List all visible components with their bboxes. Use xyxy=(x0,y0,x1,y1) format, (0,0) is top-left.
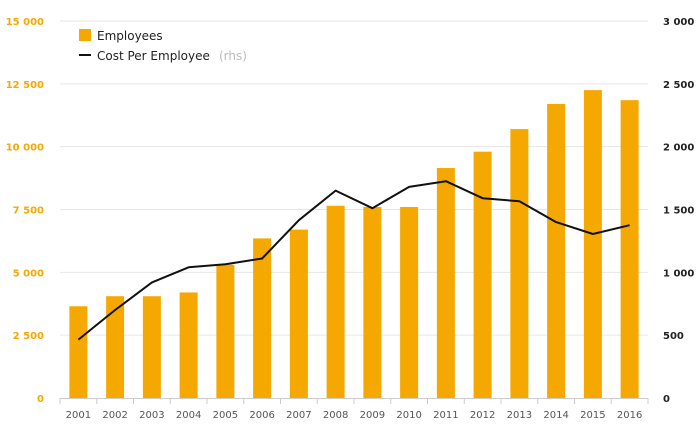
right-tick-label: 0 xyxy=(663,394,670,405)
right-tick-label: 3 000 xyxy=(663,17,694,28)
left-tick-label: 0 xyxy=(37,394,44,405)
x-tick-label: 2010 xyxy=(396,410,421,421)
line-cost-per-employee xyxy=(77,180,630,341)
bar-employees-2003 xyxy=(142,296,161,398)
right-tick-label: 1 500 xyxy=(663,206,694,217)
x-tick-label: 2013 xyxy=(507,410,532,421)
bar-employees-2012 xyxy=(473,151,492,398)
left-tick-label: 5 000 xyxy=(13,268,44,279)
x-axis: 2001 2002 2003 2004 2005 2006 2007 2008 2009 2010… xyxy=(59,398,649,421)
bar-employees-2009 xyxy=(363,206,382,398)
left-tick-label: 12 500 xyxy=(6,80,44,91)
bar-employees-2015 xyxy=(583,90,602,398)
x-tick-label: 2002 xyxy=(102,410,127,421)
bar-employees-2008 xyxy=(326,205,345,398)
x-tick-label: 2012 xyxy=(470,410,495,421)
bar-series-employees xyxy=(69,90,639,399)
bar-employees-2014 xyxy=(547,103,566,398)
x-tick-label: 2008 xyxy=(323,410,348,421)
left-tick-label: 7 500 xyxy=(13,206,44,217)
left-tick-label: 10 000 xyxy=(6,143,44,154)
x-tick-label: 2003 xyxy=(139,410,164,421)
x-tick-label: 2014 xyxy=(543,410,568,421)
x-tick-label: 2004 xyxy=(176,410,201,421)
bar-employees-2007 xyxy=(289,229,308,398)
line-series-cost-per-employee xyxy=(77,180,630,341)
legend-label-cost-per-employee: Cost Per Employee (rhs) xyxy=(97,45,247,64)
x-tick-label: 2011 xyxy=(433,410,458,421)
bar-employees-2006 xyxy=(253,238,272,398)
left-tick-label: 15 000 xyxy=(6,17,44,28)
legend: Employees Cost Per Employee (rhs) xyxy=(79,29,247,64)
bar-employees-2011 xyxy=(436,168,455,398)
bar-employees-2013 xyxy=(510,129,529,398)
x-tick-label: 2015 xyxy=(580,410,605,421)
right-tick-label: 500 xyxy=(663,331,684,342)
right-tick-label: 2 500 xyxy=(663,80,694,91)
bar-employees-2005 xyxy=(216,264,235,398)
x-tick-label: 2001 xyxy=(66,410,91,421)
bar-employees-2004 xyxy=(179,292,198,398)
x-tick-label: 2005 xyxy=(213,410,238,421)
bar-employees-2016 xyxy=(620,100,639,399)
right-y-axis: 0 500 1 000 1 500 2 000 2 500 3 000 xyxy=(663,17,694,405)
x-tick-label: 2007 xyxy=(286,410,311,421)
right-tick-label: 2 000 xyxy=(663,143,694,154)
legend-label-rhs-note: (rhs) xyxy=(219,49,247,63)
bar-employees-2002 xyxy=(106,296,125,398)
x-tick-label: 2006 xyxy=(249,410,274,421)
right-tick-label: 1 000 xyxy=(663,268,694,279)
bar-employees-2010 xyxy=(400,206,419,398)
legend-swatch-employees xyxy=(79,29,91,41)
left-tick-label: 2 500 xyxy=(13,331,44,342)
left-y-axis: 0 2 500 5 000 7 500 10 000 12 500 15 000 xyxy=(6,17,44,405)
x-tick-label: 2009 xyxy=(360,410,385,421)
legend-label-employees: Employees xyxy=(97,29,163,43)
bar-employees-2001 xyxy=(69,306,88,398)
legend-label-cost-per-employee-name: Cost Per Employee xyxy=(97,49,210,63)
x-tick-label: 2016 xyxy=(617,410,642,421)
